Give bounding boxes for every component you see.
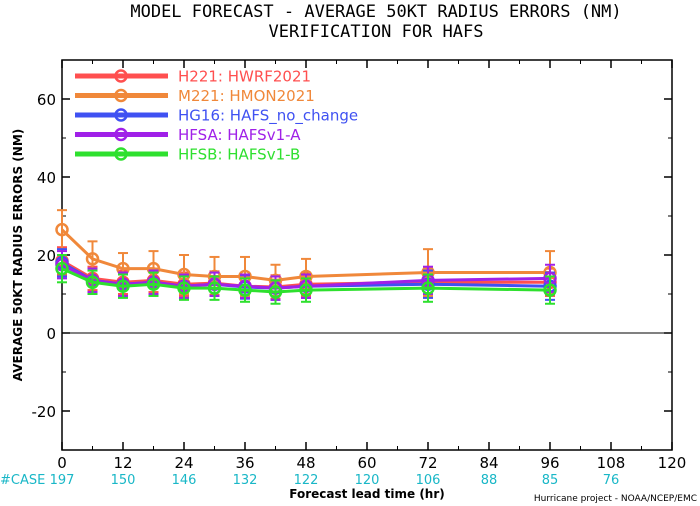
legend-label: HG16: HAFS_no_change	[178, 107, 358, 126]
legend-marker	[114, 127, 128, 142]
legend-marker	[114, 108, 128, 122]
case-count: 88	[481, 473, 498, 488]
case-counts: 197 150 146 132 122 120 106 88 85 76	[50, 473, 620, 488]
x-tick-label: 60	[357, 454, 376, 472]
y-tick-label: 40	[37, 169, 56, 187]
case-count: 76	[603, 473, 620, 488]
data-point	[55, 222, 69, 237]
case-count: 85	[542, 473, 559, 488]
y-tick-label: -20	[32, 403, 57, 421]
x-tick-label: 48	[296, 454, 315, 472]
chart-title: MODEL FORECAST - AVERAGE 50KT RADIUS ERR…	[130, 2, 621, 22]
data-point	[85, 275, 100, 290]
x-tick-label: 0	[57, 454, 67, 472]
series-line	[61, 267, 551, 294]
data-point	[299, 283, 313, 297]
case-count: 106	[416, 473, 441, 488]
case-label: #CASE	[0, 473, 45, 488]
case-count: 132	[233, 473, 258, 488]
legend-marker	[114, 69, 128, 83]
y-tick-label: 0	[46, 325, 56, 343]
credit-text: Hurricane project - NOAA/NCEP/EMC	[534, 494, 697, 504]
data-point	[207, 281, 222, 295]
case-count: 197	[50, 473, 75, 488]
x-tick-label: 12	[113, 454, 132, 472]
data-point	[85, 252, 100, 266]
x-tick-label: 120	[658, 454, 687, 472]
data-point	[421, 281, 435, 295]
x-tick-label: 96	[540, 454, 559, 472]
legend-label: M221: HMON2021	[178, 87, 315, 105]
legend-label: H221: HWRF2021	[178, 68, 311, 86]
data-point	[177, 281, 191, 295]
axis-labels: -20 0 20 40 60 0 12 24 36 48 60 72 84 96 108 120	[32, 91, 687, 472]
y-tick-label: 60	[37, 91, 56, 109]
data-point	[268, 285, 283, 299]
data-point	[55, 261, 69, 276]
y-axis-label: AVERAGE 50KT RADIUS ERRORS (NM)	[11, 129, 25, 381]
x-tick-label: 84	[479, 454, 498, 472]
case-count: 146	[172, 473, 197, 488]
y-tick-label: 20	[37, 247, 56, 265]
case-count: 122	[294, 473, 319, 488]
legend-label: HFSA: HAFSv1-A	[178, 126, 301, 144]
data-point	[238, 283, 252, 297]
x-tick-label: 108	[597, 454, 626, 472]
x-tick-label: 36	[235, 454, 254, 472]
x-tick-label: 24	[174, 454, 193, 472]
data-point	[116, 279, 130, 293]
series-marks	[55, 209, 557, 305]
legend-marker	[114, 88, 128, 103]
legend-marker	[114, 147, 128, 161]
x-tick-label: 72	[418, 454, 437, 472]
x-axis-label: Forecast lead time (hr)	[289, 487, 445, 501]
data-point	[543, 283, 557, 297]
legend-label: HFSB: HAFSv1-B	[178, 146, 300, 164]
case-count: 120	[355, 473, 380, 488]
plot-area	[61, 59, 673, 451]
data-point	[146, 277, 161, 291]
series-4	[55, 254, 557, 305]
case-count: 150	[111, 473, 136, 488]
chart-subtitle: VERIFICATION FOR HAFS	[269, 22, 484, 42]
